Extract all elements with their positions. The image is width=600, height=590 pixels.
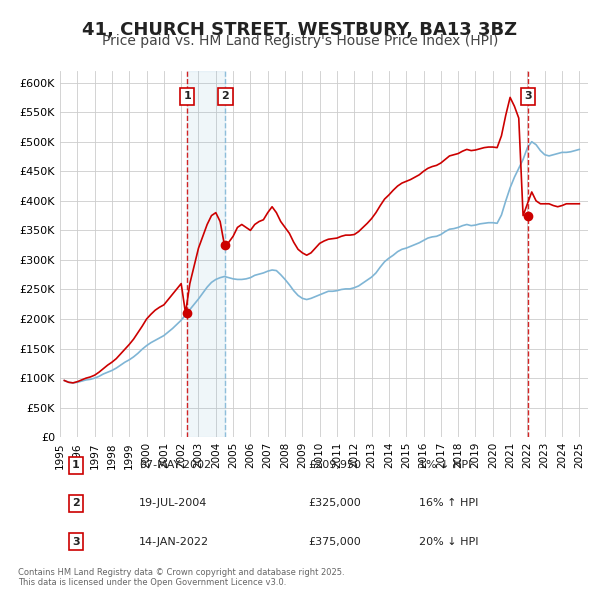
Text: 3: 3 [72, 536, 80, 546]
Text: Price paid vs. HM Land Registry's House Price Index (HPI): Price paid vs. HM Land Registry's House … [102, 34, 498, 48]
Text: 2: 2 [72, 499, 80, 509]
Text: 1% ↓ HPI: 1% ↓ HPI [419, 460, 472, 470]
Text: Contains HM Land Registry data © Crown copyright and database right 2025.
This d: Contains HM Land Registry data © Crown c… [18, 568, 344, 587]
Bar [187, 71, 226, 437]
Text: 20% ↓ HPI: 20% ↓ HPI [419, 536, 479, 546]
Text: 41, CHURCH STREET, WESTBURY, BA13 3BZ: 41, CHURCH STREET, WESTBURY, BA13 3BZ [83, 21, 517, 39]
Text: 19-JUL-2004: 19-JUL-2004 [139, 499, 208, 509]
Text: 07-MAY-2002: 07-MAY-2002 [139, 460, 211, 470]
Text: £375,000: £375,000 [308, 536, 361, 546]
Text: £325,000: £325,000 [308, 499, 361, 509]
Text: 14-JAN-2022: 14-JAN-2022 [139, 536, 209, 546]
Text: £209,950: £209,950 [308, 460, 361, 470]
Text: 16% ↑ HPI: 16% ↑ HPI [419, 499, 478, 509]
Text: 1: 1 [184, 91, 191, 101]
Text: 1: 1 [72, 460, 80, 470]
Text: 3: 3 [524, 91, 532, 101]
Text: 2: 2 [221, 91, 229, 101]
